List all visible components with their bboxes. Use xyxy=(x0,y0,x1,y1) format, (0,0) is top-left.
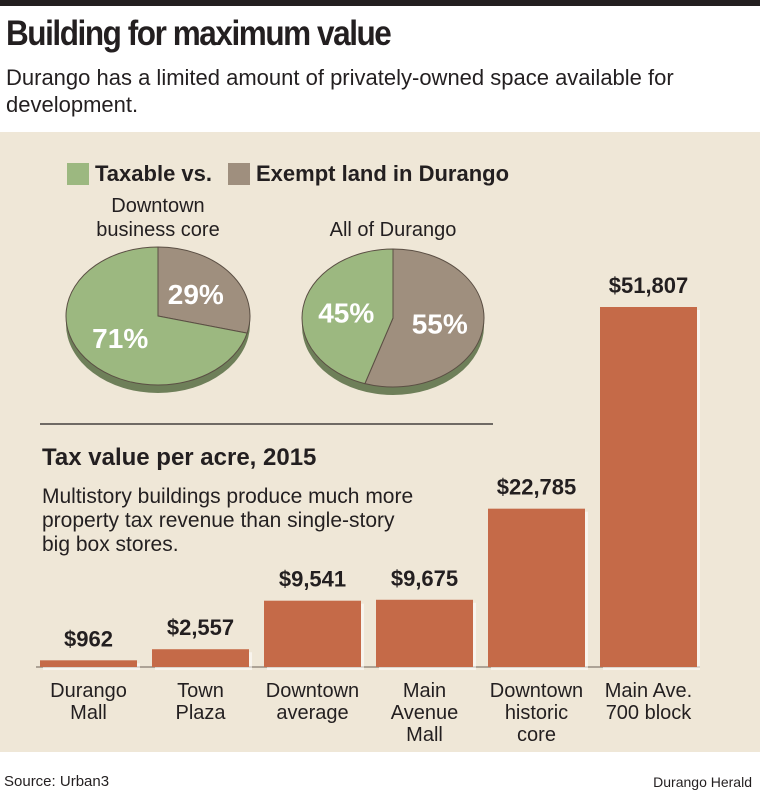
bar-category-label: Downtown historic core xyxy=(490,680,583,746)
bar-chart: $962 Durango Mall $2,557 Town Plaza $9,541 Down… xyxy=(40,273,700,746)
bar xyxy=(376,599,473,667)
bar xyxy=(600,307,697,667)
legend-exempt-swatch xyxy=(228,163,250,185)
bar-category-label: Durango Mall xyxy=(50,680,127,724)
bar xyxy=(152,649,249,667)
pie-slice-taxable xyxy=(301,248,394,385)
legend: Taxable vs. Exempt land in Durango xyxy=(67,160,519,188)
pie-slice-exempt xyxy=(364,248,485,388)
bar-category-label: Main Avenue Mall xyxy=(391,680,458,746)
legend-taxable-label: Taxable vs. xyxy=(95,161,212,186)
bar-value-label: $2,557 xyxy=(167,615,234,640)
bar-chart-subtitle: Multistory buildings produce much more pr… xyxy=(42,485,413,556)
bar-group: $2,557 Town Plaza xyxy=(152,615,252,724)
top-rule xyxy=(0,0,760,6)
bar-category-label: Downtown average xyxy=(266,680,359,724)
legend-exempt: Exempt land in Durango xyxy=(228,161,509,187)
pie-1: 29% 71% Downtown business core xyxy=(65,195,251,393)
pie-charts: 29% 71% Downtown business core 55% 45% All of … xyxy=(65,195,485,395)
legend-taxable-swatch xyxy=(67,163,89,185)
bar-category-label: Main Ave. 700 block xyxy=(605,680,693,724)
pie-slice-taxable xyxy=(65,246,248,386)
bar xyxy=(264,600,361,667)
bar-group: $9,675 Main Avenue Mall xyxy=(376,566,476,746)
pie-slice-label: 29% xyxy=(168,279,224,310)
bar-category-label: Town Plaza xyxy=(175,680,226,724)
legend-taxable: Taxable vs. xyxy=(67,161,212,187)
source-note: Source: Urban3 xyxy=(4,773,110,790)
legend-exempt-label: Exempt land in Durango xyxy=(256,161,510,186)
bar-group: $9,541 Downtown average xyxy=(264,567,364,724)
pie-2: 55% 45% All of Durango xyxy=(301,219,485,395)
bar xyxy=(488,508,585,667)
bar-group: $22,785 Downtown historic core xyxy=(488,475,588,746)
pie-slice-exempt xyxy=(157,246,251,334)
bar xyxy=(40,660,137,667)
bar-chart-title: Tax value per acre, 2015 xyxy=(42,444,316,471)
bar-value-label: $9,675 xyxy=(391,566,458,591)
pie-slice-label: 55% xyxy=(412,309,468,340)
bar-value-label: $51,807 xyxy=(609,273,689,298)
credit-note: Durango Herald xyxy=(653,774,752,790)
bar-value-label: $9,541 xyxy=(279,567,346,592)
bar-value-label: $962 xyxy=(64,626,113,651)
pie-caption: All of Durango xyxy=(330,219,457,241)
pie-caption: Downtown business core xyxy=(96,195,219,241)
page-title: Building for maximum value xyxy=(6,14,392,53)
bar-group: $962 Durango Mall xyxy=(40,626,140,724)
pie-slice-label: 71% xyxy=(92,323,148,354)
pie-slice-label: 45% xyxy=(318,297,374,328)
page-subtitle: Durango has a limited amount of privatel… xyxy=(6,65,674,117)
bar-value-label: $22,785 xyxy=(497,475,577,500)
bar-group: $51,807 Main Ave. 700 block xyxy=(600,273,700,724)
